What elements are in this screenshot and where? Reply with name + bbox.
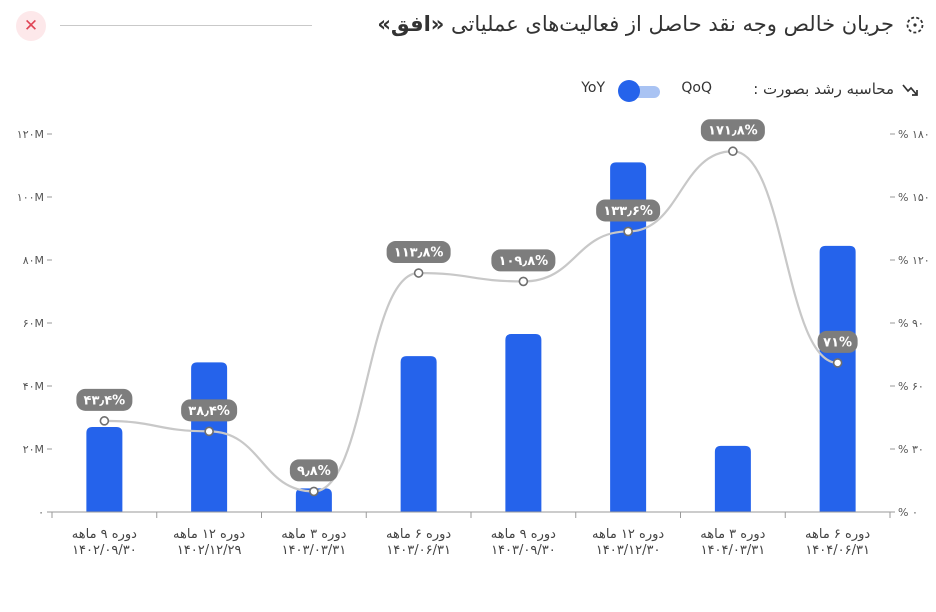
chart-header: ✕ جریان خالص وجه نقد حاصل از فعالیت‌های …: [0, 0, 936, 52]
x-axis-date-label: ۱۴۰۳/۰۳/۳۱: [282, 543, 347, 558]
x-axis-category-label: دوره ۱۲ ماهه: [592, 527, 664, 542]
left-axis: ۰ ۲۰M ۴۰M ۶۰M ۸۰M ۱۰۰M ۱۲۰M: [17, 128, 52, 519]
growth-label: ۴۳٫۴%: [84, 393, 126, 408]
bar: [505, 334, 542, 512]
header-divider: [60, 25, 312, 26]
growth-mode-toggle[interactable]: [618, 80, 662, 102]
growth-controls: محاسبه رشد بصورت : QoQ YoY: [518, 78, 918, 102]
chart-title: جریان خالص وجه نقد حاصل از فعالیت‌های عم…: [377, 12, 894, 36]
growth-label-bubble: [289, 459, 338, 482]
right-axis-tick-label: % ۱۸۰: [898, 128, 930, 141]
left-axis-tick-label: ۲۰M: [23, 443, 44, 456]
bar: [86, 426, 123, 512]
growth-point: [728, 146, 738, 157]
right-axis-tick-label: % ۶۰: [898, 380, 924, 393]
x-axis-category-label: دوره ۶ ماهه: [805, 527, 870, 542]
growth-label-bubble: [817, 330, 858, 353]
bar: [819, 245, 856, 512]
x-axis-category-label: دوره ۳ ماهه: [281, 527, 346, 542]
x-axis-date-label: ۱۴۰۳/۰۶/۳۱: [386, 543, 451, 558]
dashed-circle-icon: [906, 16, 924, 34]
left-axis-tick-label: ۸۰M: [23, 254, 44, 267]
growth-label: ۹٫۸%: [297, 464, 331, 479]
x-axis-category-label: دوره ۹ ماهه: [72, 527, 137, 542]
growth-point: [832, 358, 843, 368]
right-axis-tick-label: % ۱۲۰: [898, 254, 930, 267]
growth-label: ۳۸٫۴%: [188, 404, 230, 419]
x-axis-date-label: ۱۴۰۳/۱۲/۳۰: [596, 543, 661, 558]
close-icon: ✕: [23, 16, 39, 36]
left-axis-tick-label: ۴۰M: [23, 380, 44, 393]
growth-label: ۷۱%: [823, 335, 852, 350]
left-axis-tick-label: ۱۰۰M: [17, 191, 44, 204]
x-axis-date-label: ۱۴۰۴/۰۳/۳۱: [701, 543, 766, 558]
growth-point: [623, 226, 633, 237]
growth-label: ۱۳۳٫۶%: [603, 204, 653, 219]
right-axis-tick-label: % ۳۰: [898, 443, 924, 456]
left-axis-tick-label: ۶۰M: [23, 317, 44, 330]
company-name: «افق»: [377, 12, 445, 36]
growth-label-bubble: [700, 119, 765, 142]
growth-point: [518, 276, 529, 287]
qoq-label[interactable]: QoQ: [681, 80, 712, 96]
chart-title-text: جریان خالص وجه نقد حاصل از فعالیت‌های عم…: [444, 12, 894, 36]
growth-label: ۱۱۳٫۸%: [394, 246, 444, 261]
x-axis-date-label: ۱۴۰۲/۰۹/۳۰: [72, 543, 137, 558]
x-axis-category-label: دوره ۳ ماهه: [700, 527, 765, 542]
trend-arrow-icon: [902, 84, 918, 96]
growth-label-bubble: [386, 241, 451, 264]
growth-label-bubble: [76, 388, 133, 411]
x-axis-category-label: دوره ۱۲ ماهه: [173, 527, 245, 542]
yoy-label[interactable]: YoY: [581, 80, 605, 96]
growth-label-bubble: [181, 399, 238, 422]
growth-point: [309, 486, 319, 497]
left-axis-tick-label: ۱۲۰M: [17, 128, 44, 141]
growth-mode-label: محاسبه رشد بصورت :: [753, 80, 894, 98]
x-axis-category-label: دوره ۹ ماهه: [491, 527, 556, 542]
growth-point: [99, 416, 110, 426]
right-axis-tick-label: % ۰: [898, 506, 918, 519]
left-axis-tick-label: ۰: [38, 506, 44, 519]
growth-label-bubble: [491, 249, 556, 272]
growth-label: ۱۷۱٫۸%: [708, 124, 758, 139]
x-axis-date-label: ۱۴۰۳/۰۹/۳۰: [491, 543, 556, 558]
x-axis-category-label: دوره ۶ ماهه: [386, 527, 451, 542]
growth-label-bubble: [596, 199, 661, 222]
growth-points: ۴۳٫۴% ۳۸٫۴% ۹٫۸% ۱۱۳٫۸% ۱۰۹٫۸% ۱۳۳٫۶% ۱۷۱٫۸% ۷۱…: [76, 119, 858, 497]
right-axis-tick-label: % ۱۵۰: [898, 191, 930, 204]
bar: [295, 488, 332, 512]
growth-point: [413, 268, 424, 278]
close-button[interactable]: ✕: [16, 11, 46, 41]
growth-label: ۱۰۹٫۸%: [499, 254, 549, 269]
bar: [610, 162, 647, 512]
x-axis-date-label: ۱۴۰۲/۱۲/۲۹: [177, 543, 242, 558]
bar-series: [86, 162, 856, 512]
bar: [400, 356, 437, 512]
right-axis-tick-label: % ۹۰: [898, 317, 924, 330]
bar: [191, 362, 228, 512]
toggle-knob: [618, 80, 640, 102]
x-axis-date-label: ۱۴۰۴/۰۶/۳۱: [805, 543, 870, 558]
right-axis: % ۰ % ۳۰ % ۶۰ % ۹۰ % ۱۲۰ % ۱۵۰ % ۱۸۰: [890, 128, 930, 519]
growth-point: [204, 426, 214, 437]
bar: [714, 445, 751, 512]
